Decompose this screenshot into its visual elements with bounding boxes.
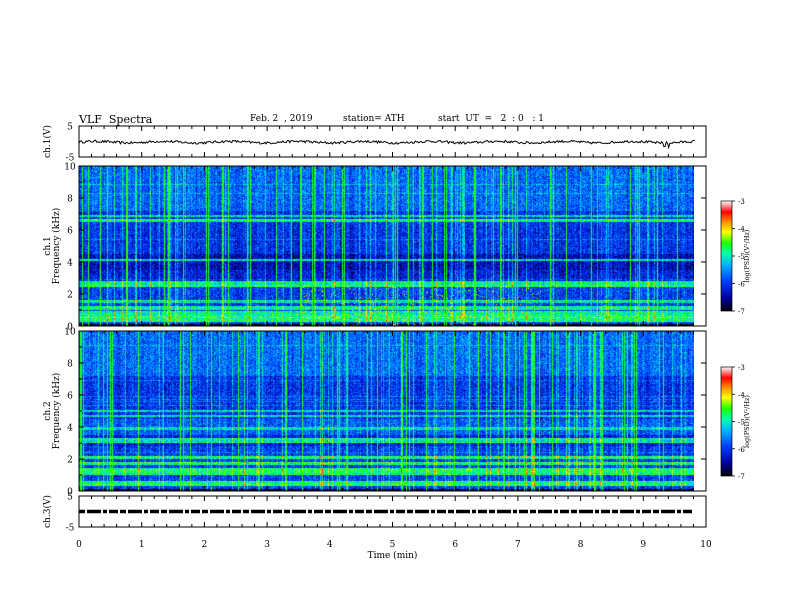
ch2-spectrogram-ytick-label: 4 xyxy=(67,424,73,434)
x-tick-label: 2 xyxy=(202,540,208,550)
recording-date: Feb. 2 , 2019 xyxy=(250,114,313,124)
ch2-spectrogram-colorbar-tick-label: -6 xyxy=(738,446,745,454)
ch1-spectrogram-colorbar-tick-label: -3 xyxy=(738,198,745,206)
ch2-spectrogram-ytick-label: 6 xyxy=(67,392,73,402)
ch1-waveform-trace xyxy=(78,139,695,150)
ch3-waveform-ytick-label: 5 xyxy=(67,493,73,503)
ch3-waveform-ytick-label: -5 xyxy=(66,524,75,534)
ch3-waveform-ylabel: ch.3(V) xyxy=(42,495,53,528)
ch2-spectrogram-ytick-label: 0 xyxy=(67,488,73,498)
ch1-spectrogram-ytick-label: 8 xyxy=(67,195,73,205)
x-tick-label: 5 xyxy=(390,540,396,550)
ch1-waveform-ytick-label: 5 xyxy=(67,123,73,133)
ch1-spectrogram-ytick-label: 10 xyxy=(64,163,76,173)
ch1-spectrogram-ytick-label: 0 xyxy=(67,323,73,333)
ch2-spectrogram-image xyxy=(79,331,694,491)
x-tick-label: 10 xyxy=(700,540,712,550)
x-tick-label: 4 xyxy=(327,540,333,550)
x-tick-label: 0 xyxy=(76,540,82,550)
station-label: station= ATH xyxy=(343,114,405,124)
ch2-spectrogram-colorbar xyxy=(720,366,733,477)
x-tick-label: 9 xyxy=(640,540,646,550)
ch1-spectrogram-ytick-label: 2 xyxy=(67,291,73,301)
ch2-spectrogram-ylabel-channel: ch.2 xyxy=(43,401,53,420)
ch1-spectrogram-ylabel-channel: ch.1 xyxy=(43,236,53,255)
x-axis-label: Time (min) xyxy=(368,550,418,561)
start-time-label: start UT = 2 : 0 : 1 xyxy=(438,114,544,124)
ch2-spectrogram-colorbar-tick-label: -3 xyxy=(738,364,745,372)
ch1-spectrogram-colorbar-tick-label: -4 xyxy=(738,226,745,234)
ch1-waveform-ylabel: ch.1(V) xyxy=(42,125,53,158)
ch1-spectrogram-ytick-label: 4 xyxy=(67,259,73,269)
chart-title: VLF Spectra xyxy=(79,113,153,126)
x-tick-label: 3 xyxy=(264,540,270,550)
ch2-spectrogram-colorbar-tick-label: -7 xyxy=(738,473,745,481)
ch1-spectrogram-image xyxy=(79,166,694,326)
ch2-spectrogram-ytick-label: 8 xyxy=(67,360,73,370)
ch1-spectrogram-colorbar-tick-label: -7 xyxy=(738,308,745,316)
ch2-spectrogram-ytick-label: 10 xyxy=(64,328,76,338)
x-tick-label: 6 xyxy=(452,540,458,550)
ch1-spectrogram-ytick-label: 6 xyxy=(67,227,73,237)
ch1-spectrogram-ylabel-frequency: Frequency (kHz) xyxy=(51,208,62,285)
ch2-spectrogram-colorbar-tick-label: -5 xyxy=(738,419,745,427)
x-tick-label: 8 xyxy=(578,540,584,550)
ch2-spectrogram-colorbar-label: log(PSD)(V²/Hz) xyxy=(743,395,751,448)
ch2-spectrogram-ytick-label: 2 xyxy=(67,456,73,466)
x-tick-label: 1 xyxy=(139,540,145,550)
x-tick-label: 7 xyxy=(515,540,521,550)
ch1-spectrogram-colorbar-tick-label: -6 xyxy=(738,281,745,289)
ch2-spectrogram-ylabel-frequency: Frequency (kHz) xyxy=(51,373,62,450)
ch1-spectrogram-colorbar xyxy=(720,200,733,312)
ch1-spectrogram-colorbar-label: log(PSD)(V²/Hz) xyxy=(743,229,751,282)
ch2-spectrogram-colorbar-tick-label: -4 xyxy=(738,391,745,399)
ch1-waveform-ytick-label: -5 xyxy=(66,154,75,164)
ch1-spectrogram-colorbar-tick-label: -5 xyxy=(738,253,745,261)
